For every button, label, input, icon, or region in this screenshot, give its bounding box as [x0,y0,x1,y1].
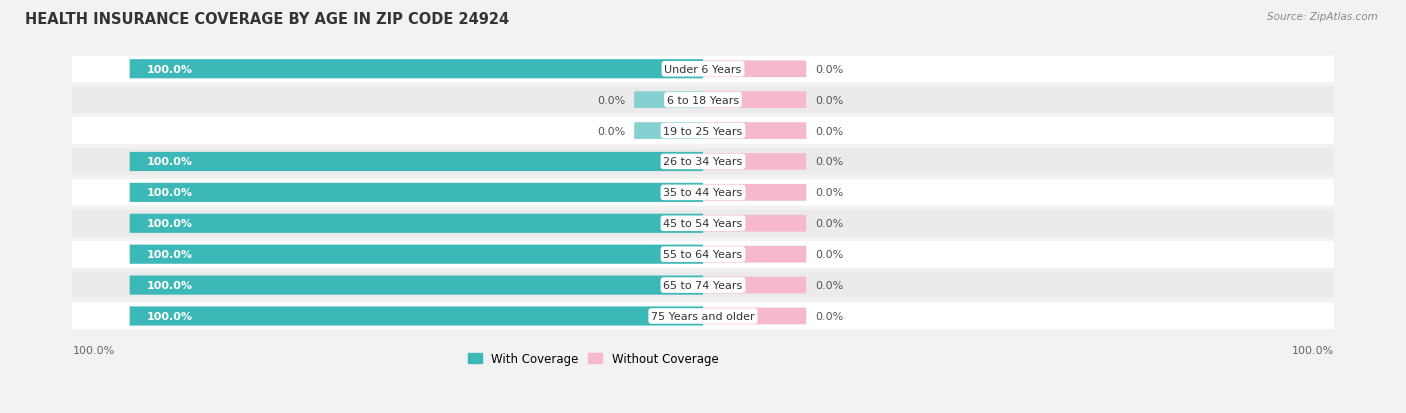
Text: 0.0%: 0.0% [815,64,844,75]
FancyBboxPatch shape [703,246,806,263]
FancyBboxPatch shape [72,180,1334,206]
Text: 0.0%: 0.0% [815,249,844,259]
Text: Source: ZipAtlas.com: Source: ZipAtlas.com [1267,12,1378,22]
FancyBboxPatch shape [72,87,1334,114]
FancyBboxPatch shape [72,56,1334,83]
Text: 65 to 74 Years: 65 to 74 Years [664,280,742,290]
FancyBboxPatch shape [72,303,1334,330]
Text: 0.0%: 0.0% [815,219,844,229]
Text: 100.0%: 100.0% [146,249,193,259]
Text: 0.0%: 0.0% [598,95,626,105]
FancyBboxPatch shape [72,149,1334,176]
Text: 0.0%: 0.0% [815,311,844,321]
FancyBboxPatch shape [129,183,703,202]
Text: 100.0%: 100.0% [146,157,193,167]
FancyBboxPatch shape [129,307,703,326]
Text: 0.0%: 0.0% [815,126,844,136]
FancyBboxPatch shape [703,61,806,78]
Text: 0.0%: 0.0% [815,280,844,290]
Text: HEALTH INSURANCE COVERAGE BY AGE IN ZIP CODE 24924: HEALTH INSURANCE COVERAGE BY AGE IN ZIP … [25,12,509,27]
FancyBboxPatch shape [634,92,703,109]
Text: 100.0%: 100.0% [146,311,193,321]
FancyBboxPatch shape [72,118,1334,145]
FancyBboxPatch shape [129,60,703,79]
Text: 100.0%: 100.0% [146,280,193,290]
FancyBboxPatch shape [129,152,703,172]
FancyBboxPatch shape [703,308,806,325]
FancyBboxPatch shape [72,241,1334,268]
FancyBboxPatch shape [703,185,806,201]
Text: Under 6 Years: Under 6 Years [665,64,741,75]
Text: 26 to 34 Years: 26 to 34 Years [664,157,742,167]
Text: 19 to 25 Years: 19 to 25 Years [664,126,742,136]
FancyBboxPatch shape [72,272,1334,299]
FancyBboxPatch shape [129,214,703,233]
Text: 0.0%: 0.0% [815,157,844,167]
Text: 45 to 54 Years: 45 to 54 Years [664,219,742,229]
Text: 0.0%: 0.0% [598,126,626,136]
Text: 100.0%: 100.0% [146,64,193,75]
Text: 0.0%: 0.0% [815,188,844,198]
FancyBboxPatch shape [703,154,806,171]
FancyBboxPatch shape [634,123,703,140]
Text: 100.0%: 100.0% [146,188,193,198]
Text: 35 to 44 Years: 35 to 44 Years [664,188,742,198]
Text: 100.0%: 100.0% [146,219,193,229]
Legend: With Coverage, Without Coverage: With Coverage, Without Coverage [463,347,723,370]
FancyBboxPatch shape [703,216,806,232]
Text: 100.0%: 100.0% [72,346,114,356]
Text: 6 to 18 Years: 6 to 18 Years [666,95,740,105]
Text: 75 Years and older: 75 Years and older [651,311,755,321]
FancyBboxPatch shape [703,277,806,294]
Text: 55 to 64 Years: 55 to 64 Years [664,249,742,259]
Text: 100.0%: 100.0% [1292,346,1334,356]
Text: 0.0%: 0.0% [815,95,844,105]
FancyBboxPatch shape [703,123,806,140]
FancyBboxPatch shape [703,92,806,109]
FancyBboxPatch shape [129,245,703,264]
FancyBboxPatch shape [129,276,703,295]
FancyBboxPatch shape [72,211,1334,237]
